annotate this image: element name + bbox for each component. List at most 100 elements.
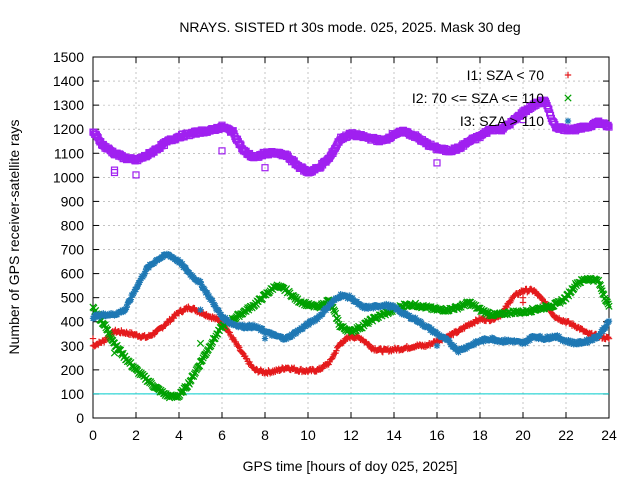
x-tick-label: 14 [386, 427, 402, 443]
outlier-point-series-1 [110, 349, 119, 357]
data-point-series-2 [597, 330, 604, 337]
legend-marker [564, 71, 572, 79]
data-point-series-2 [132, 286, 140, 293]
y-tick-label: 1000 [53, 169, 84, 185]
data-point-series-2 [204, 289, 211, 297]
data-point-series-2 [537, 332, 544, 340]
data-point-series-2 [136, 279, 143, 286]
data-point-series-2 [142, 268, 149, 275]
data-point-series-2 [395, 306, 402, 313]
data-point-series-2 [555, 333, 563, 340]
data-point-series-2 [440, 333, 448, 341]
data-point-series-2 [179, 260, 186, 267]
legend-marker [564, 94, 572, 102]
data-point-series-2 [299, 325, 307, 333]
data-point-series-2 [100, 310, 107, 317]
data-point-series-2 [349, 294, 356, 302]
x-tick-label: 12 [343, 427, 359, 443]
data-point-series-0 [340, 339, 347, 346]
x-tick-label: 18 [472, 427, 488, 443]
data-point-series-2 [524, 337, 532, 345]
data-point-series-2 [324, 304, 331, 312]
y-tick-label: 1200 [53, 121, 84, 137]
data-point-series-3 [541, 97, 549, 105]
series-layer [89, 96, 613, 402]
data-point-series-2 [489, 335, 497, 342]
data-point-series-2 [370, 305, 377, 312]
x-tick-label: 0 [89, 427, 97, 443]
data-point-series-1 [104, 329, 113, 337]
y-tick-label: 1400 [53, 73, 84, 89]
x-tick-label: 22 [558, 427, 574, 443]
grid-lines [93, 57, 609, 418]
y-tick-label: 400 [61, 314, 85, 330]
data-point-series-1 [331, 307, 339, 315]
y-tick-label: 500 [61, 290, 85, 306]
data-point-series-1 [211, 334, 219, 343]
data-point-series-0 [236, 344, 243, 351]
y-tick-label: 700 [61, 242, 85, 258]
data-point-series-2 [189, 272, 196, 280]
axis-ticks: 0100200300400500600700800900100011001200… [53, 49, 617, 443]
data-point-series-2 [145, 264, 153, 272]
data-point-series-2 [391, 303, 399, 311]
data-point-series-2 [201, 286, 208, 293]
legend: I1: SZA < 70 I2: 70 <= SZA <= 110 I3: SZA … [412, 67, 572, 129]
data-point-series-0 [333, 347, 340, 354]
x-tick-label: 24 [601, 427, 617, 443]
data-point-series-1 [333, 314, 341, 322]
data-point-series-2 [239, 321, 246, 329]
data-point-series-2 [297, 326, 304, 333]
data-point-series-2 [602, 324, 609, 332]
x-axis-label: GPS time [hours of doy 025, 2025] [243, 458, 458, 474]
data-point-series-2 [124, 301, 131, 308]
data-point-series-1 [597, 284, 605, 293]
outlier-point-series-3 [433, 159, 441, 167]
y-tick-label: 800 [61, 217, 85, 233]
series-3 [89, 96, 613, 179]
data-point-series-2 [127, 296, 135, 303]
outlier-point-series-3 [218, 147, 226, 155]
data-point-series-1 [605, 302, 613, 310]
outlier-point-series-1 [196, 339, 205, 348]
data-point-series-2 [244, 324, 251, 332]
outlier-point-series-3 [519, 115, 527, 124]
data-point-series-2 [596, 332, 603, 339]
data-point-series-2 [455, 349, 462, 356]
data-point-series-2 [599, 328, 607, 335]
y-axis-label: Number of GPS receiver-satellite rays [6, 120, 22, 355]
y-tick-label: 1500 [53, 49, 84, 65]
data-point-series-2 [328, 299, 336, 307]
data-point-series-2 [209, 297, 216, 304]
data-point-series-0 [365, 341, 373, 348]
data-point-series-2 [266, 329, 274, 336]
outlier-point-series-3 [132, 171, 140, 179]
y-tick-label: 200 [61, 362, 85, 378]
data-point-series-2 [406, 312, 413, 319]
data-point-series-2 [227, 319, 234, 326]
data-point-series-2 [215, 307, 222, 314]
data-point-series-2 [134, 282, 141, 290]
outlier-point-series-2 [433, 342, 441, 349]
data-point-series-2 [182, 264, 190, 272]
data-point-series-2 [259, 325, 266, 332]
y-tick-label: 300 [61, 338, 85, 354]
data-point-series-2 [305, 321, 313, 329]
x-tick-label: 20 [515, 427, 531, 443]
x-tick-label: 10 [300, 427, 316, 443]
data-point-series-2 [555, 335, 562, 342]
data-point-series-2 [451, 342, 458, 349]
outlier-point-series-0 [89, 335, 97, 342]
x-tick-label: 8 [261, 427, 269, 443]
outlier-point-series-3 [110, 168, 119, 177]
series-2 [89, 250, 613, 356]
legend-marker [564, 117, 572, 125]
data-point-series-2 [307, 317, 314, 325]
data-point-series-3 [544, 104, 552, 112]
data-point-series-2 [287, 333, 294, 340]
data-point-series-1 [207, 342, 215, 350]
data-point-series-3 [604, 121, 612, 129]
data-point-series-2 [211, 302, 219, 309]
data-point-series-2 [535, 335, 542, 343]
